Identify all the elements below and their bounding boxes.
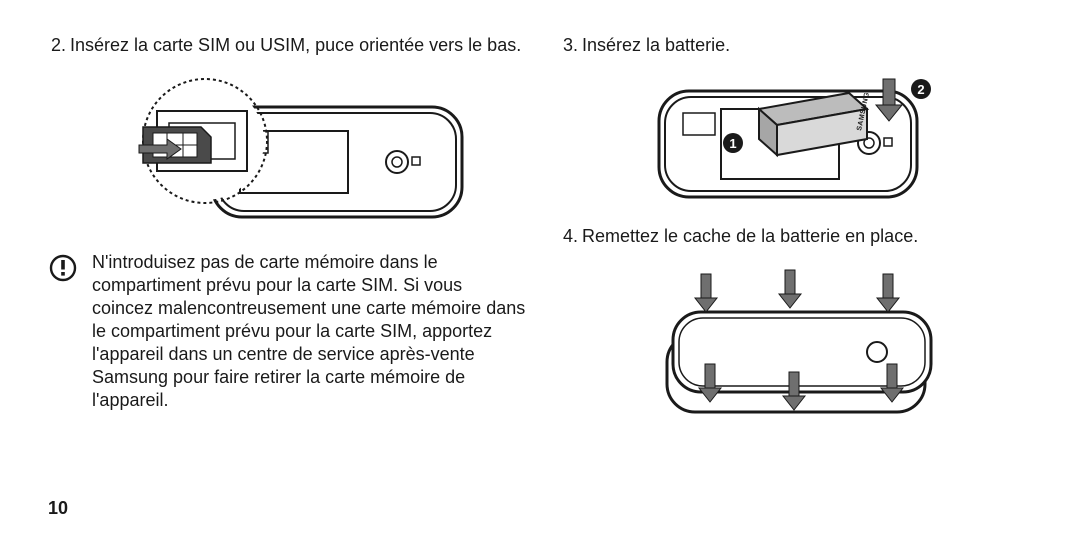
step-4-body: Remettez le cache de la batterie en plac… [582,225,1038,248]
step-2-text-row: 2. Insérez la carte SIM ou USIM, puce or… [48,34,526,57]
page-number: 10 [48,498,68,519]
step-2-body: Insérez la carte SIM ou USIM, puce orien… [70,34,526,57]
step-4-number: 4. [560,225,582,248]
callout-2: 2 [911,79,931,99]
step-3-illustration: SAMSUNG 1 2 [560,73,1038,203]
two-column-layout: 2. Insérez la carte SIM ou USIM, puce or… [48,34,1038,444]
step-4-text-row: 4. Remettez le cache de la batterie en p… [560,225,1038,248]
step-4: 4. Remettez le cache de la batterie en p… [560,225,1038,434]
left-column: 2. Insérez la carte SIM ou USIM, puce or… [48,34,526,444]
step-2-number: 2. [48,34,70,57]
step-3-text-row: 3. Insérez la batterie. [560,34,1038,57]
step-4-illustration [560,264,1038,434]
step-3-number: 3. [560,34,582,57]
svg-text:1: 1 [729,136,736,151]
callout-1: 1 [723,133,743,153]
manual-page: 2. Insérez la carte SIM ou USIM, puce or… [0,0,1080,543]
step-2: 2. Insérez la carte SIM ou USIM, puce or… [48,34,526,237]
phone-cover-illustration [609,264,989,434]
phone-sim-illustration [97,67,477,237]
warning-callout: N'introduisez pas de carte mémoire dans … [48,251,526,412]
svg-text:2: 2 [917,82,924,97]
step-3: 3. Insérez la batterie. [560,34,1038,203]
warning-icon [48,251,92,283]
warning-text: N'introduisez pas de carte mémoire dans … [92,251,526,412]
step-3-body: Insérez la batterie. [582,34,1038,57]
right-column: 3. Insérez la batterie. [560,34,1038,444]
phone-battery-illustration: SAMSUNG 1 2 [599,73,999,203]
step-2-illustration [48,67,526,237]
